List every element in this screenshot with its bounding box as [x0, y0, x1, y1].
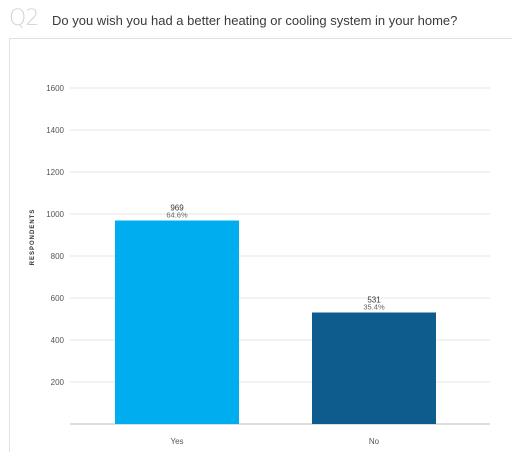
x-tick-label: Yes	[170, 437, 183, 446]
y-tick-label: 400	[51, 336, 65, 345]
data-label-percent: 35.4%	[363, 302, 385, 311]
y-tick-label: 200	[51, 378, 65, 387]
question-number: Q2	[9, 6, 39, 31]
question-title: Do you wish you had a better heating or …	[52, 13, 458, 28]
bar	[312, 312, 436, 424]
data-label-value: 531	[367, 295, 381, 304]
y-axis-title: RESPONDENTS	[30, 209, 36, 266]
y-tick-label: 1600	[46, 84, 64, 93]
data-label-value: 969	[170, 204, 184, 213]
data-label-percent: 64.6%	[166, 211, 188, 220]
x-tick-label: No	[369, 437, 380, 446]
y-tick-label: 800	[51, 252, 65, 261]
y-tick-label: 1000	[46, 210, 64, 219]
bar	[115, 220, 239, 424]
y-tick-label: 1400	[46, 126, 64, 135]
y-tick-label: 600	[51, 294, 65, 303]
y-tick-label: 1200	[46, 168, 64, 177]
